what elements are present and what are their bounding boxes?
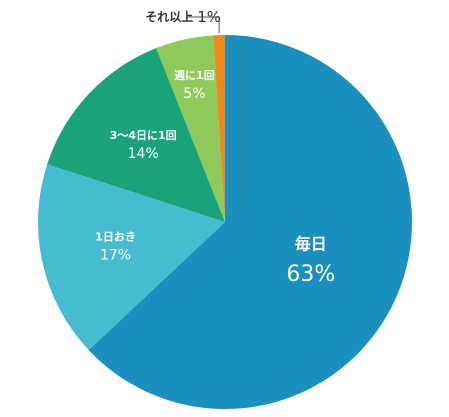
value-label: 17% [100,247,131,263]
category-label: それ以上 [145,9,193,24]
pie-slice [47,48,225,222]
pie-slice [88,35,413,409]
category-label: 1日おき [95,230,136,243]
value-label: 5% [183,86,205,102]
slice-label: それ以上 1% [145,8,221,26]
category-label: 毎日 [295,235,327,254]
pie-slice [156,35,225,222]
category-label: 3〜4日に1回 [110,128,177,142]
pie-slice [213,35,225,222]
category-label: 週に1回 [174,68,215,82]
value-label: 14% [128,146,159,162]
pie-slice [38,164,225,351]
value-label: 63% [286,262,335,287]
value-label: 1% [197,8,221,26]
leader-line [187,16,220,34]
